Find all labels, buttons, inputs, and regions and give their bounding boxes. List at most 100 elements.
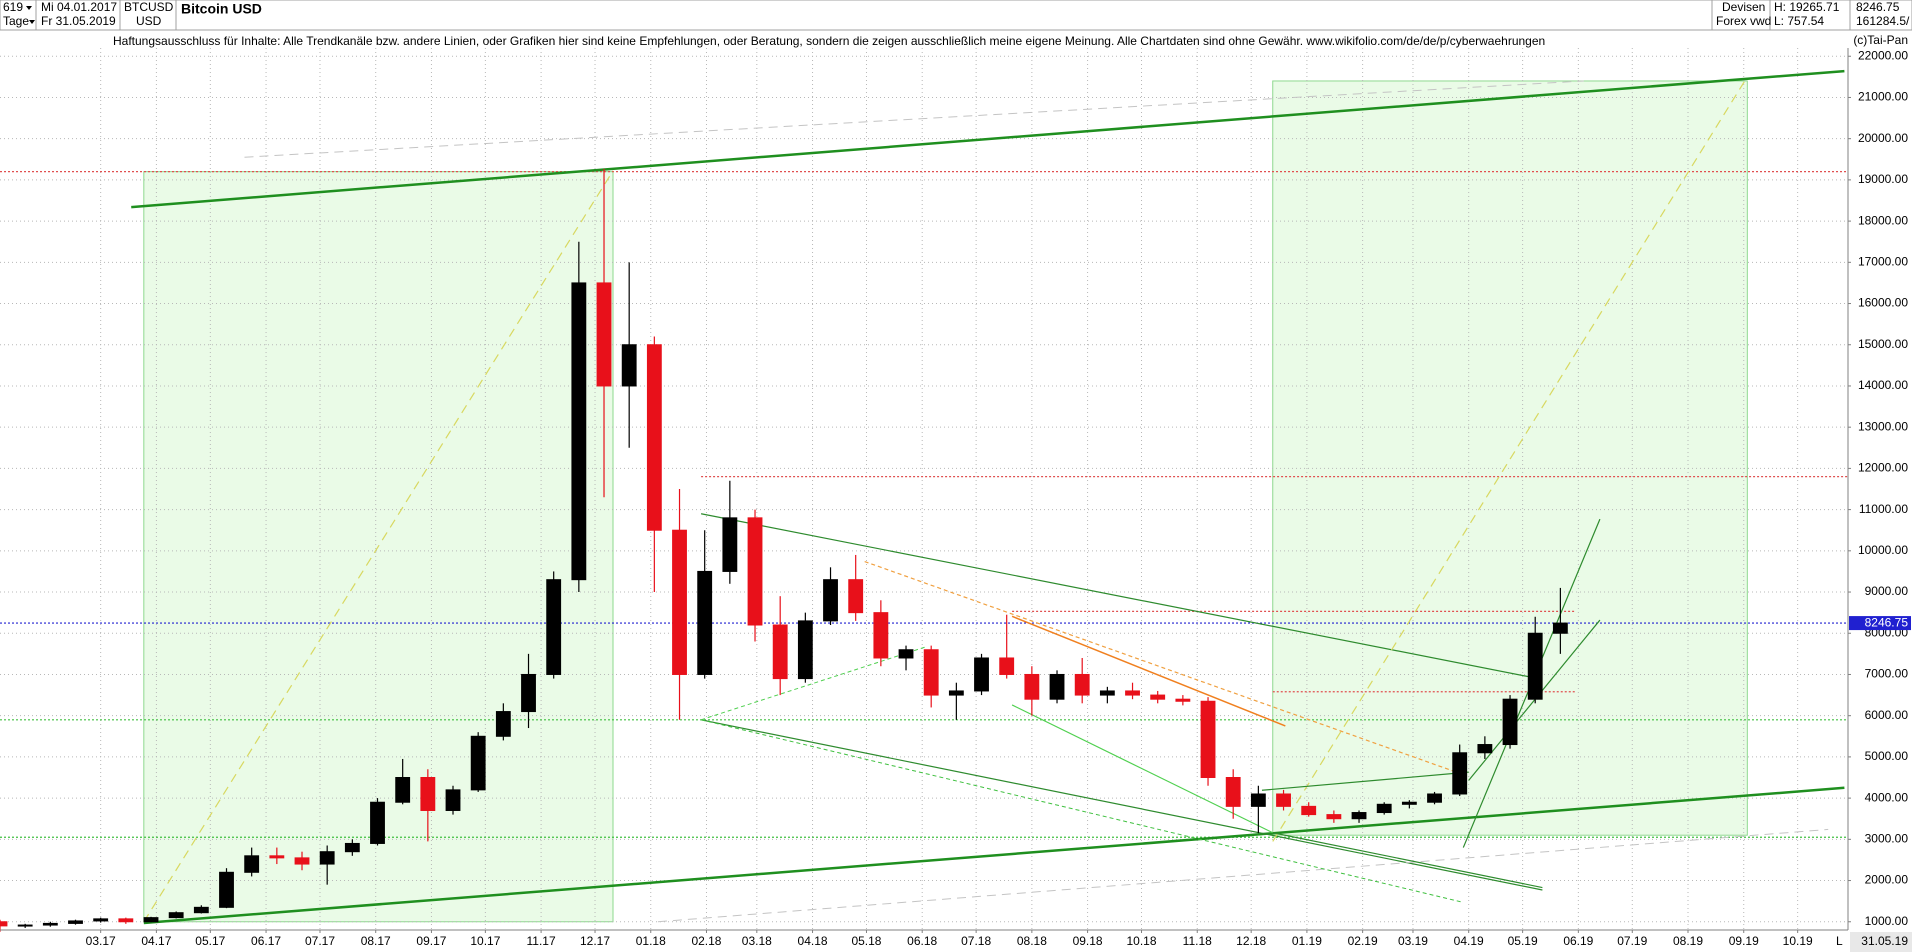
market: Devisen (1722, 0, 1765, 14)
y-tick-label: 20000.00 (1858, 131, 1908, 145)
x-tick-label: 07.19 (1617, 934, 1647, 948)
trend-line (131, 69, 1845, 209)
trend-line (1272, 832, 1543, 889)
trend-line (1468, 619, 1601, 781)
candle-body (1301, 805, 1317, 816)
candle-body (168, 912, 184, 919)
x-tick-label: 05.18 (851, 934, 881, 948)
plot-area (0, 48, 1848, 932)
candle-body (1049, 673, 1065, 700)
y-tick-label: 21000.00 (1858, 90, 1908, 104)
trend-line (244, 80, 1584, 158)
trend-line (1011, 704, 1274, 834)
x-tick-label: 02.18 (691, 934, 721, 948)
low: L: 757.54 (1774, 14, 1824, 28)
y-tick-label: 22000.00 (1858, 48, 1908, 62)
candle-body (546, 579, 562, 675)
candle-body (772, 624, 788, 680)
candle-body (1427, 793, 1442, 803)
candle-body (1150, 694, 1166, 700)
candle-body (420, 777, 436, 811)
candle-body (495, 711, 511, 737)
source: Forex vwd (1716, 14, 1771, 28)
trend-line (143, 786, 1845, 925)
last-price: 8246.75 (1856, 0, 1900, 14)
candle-body (1250, 793, 1266, 807)
candle-body (1376, 803, 1392, 814)
symbol: BTCUSD (124, 0, 174, 14)
y-tick-label: 4000.00 (1865, 790, 1909, 804)
candle-body (68, 920, 83, 924)
x-tick-label: 12.17 (580, 934, 610, 948)
x-tick-label: 04.19 (1454, 934, 1484, 948)
x-tick-label: 10.19 (1783, 934, 1813, 948)
x-tick-label: 11.18 (1183, 934, 1212, 948)
candle-body (974, 657, 989, 692)
candle-body (1125, 690, 1140, 696)
candle-body (823, 579, 838, 622)
x-tick-label: 07.18 (961, 934, 991, 948)
chart-number[interactable]: 619 (3, 0, 23, 14)
y-tick-label: 2000.00 (1865, 873, 1909, 887)
y-tick-label: 14000.00 (1858, 378, 1908, 392)
candle-body (898, 649, 914, 659)
y-tick-label: 3000.00 (1865, 831, 1909, 845)
candle-body (1024, 673, 1040, 700)
y-tick-label: 7000.00 (1865, 667, 1909, 681)
candle-body (521, 673, 536, 713)
candle-body (1351, 812, 1367, 820)
x-tick-label: 02.19 (1348, 934, 1378, 948)
candle-body (621, 344, 637, 387)
candle-body (596, 282, 612, 387)
x-tick-label: 05.17 (195, 934, 225, 948)
candle-body (571, 282, 587, 581)
candle-body (294, 857, 310, 865)
scale-mode[interactable]: L (1836, 934, 1843, 948)
x-tick-label: 08.17 (361, 934, 391, 948)
x-tick-label: 10.17 (470, 934, 500, 948)
x-tick-label: 09.18 (1073, 934, 1103, 948)
footer-date: 31.05.19 (1861, 934, 1908, 948)
x-tick-label: 03.18 (742, 934, 772, 948)
dropdown-arrow[interactable] (26, 6, 32, 10)
footer-box (1850, 932, 1912, 952)
candle-body (923, 649, 939, 696)
candle-body (1074, 673, 1090, 696)
candle-body (1527, 632, 1543, 700)
candle-body (797, 620, 813, 680)
x-tick-label: 06.19 (1563, 934, 1593, 948)
x-tick-label: 07.17 (305, 934, 335, 948)
y-tick-label: 1000.00 (1865, 914, 1909, 928)
x-tick-label: 05.19 (1508, 934, 1538, 948)
trend-line (864, 560, 1464, 776)
candle-body (1326, 814, 1342, 820)
header-bar (0, 0, 1912, 31)
instrument-name: Bitcoin USD (181, 1, 262, 17)
x-tick-label: 03.17 (86, 934, 116, 948)
period[interactable]: Tage (3, 14, 29, 28)
trend-line (1261, 771, 1469, 791)
x-tick-label: 10.18 (1127, 934, 1157, 948)
candle-body (269, 855, 285, 859)
candle-body (193, 906, 209, 914)
date-from: Mi 04.01.2017 (41, 0, 117, 14)
candle-body (1502, 698, 1518, 746)
candle-body (118, 918, 134, 923)
candle-body (319, 851, 335, 865)
currency: USD (136, 14, 162, 28)
dropdown-arrow[interactable] (29, 20, 35, 24)
y-tick-label: 9000.00 (1865, 584, 1909, 598)
trend-line (700, 719, 1464, 903)
candle-body (722, 517, 738, 572)
x-tick-label: 03.19 (1398, 934, 1428, 948)
y-tick-label: 15000.00 (1858, 337, 1908, 351)
candle-body (370, 801, 385, 844)
y-tick-label: 6000.00 (1865, 708, 1909, 722)
candle-body (873, 612, 889, 659)
x-tick-label: 12.18 (1236, 934, 1266, 948)
price-label: 8246.75 (1865, 615, 1909, 629)
candle-body (999, 657, 1015, 675)
candle-body (1276, 793, 1291, 807)
